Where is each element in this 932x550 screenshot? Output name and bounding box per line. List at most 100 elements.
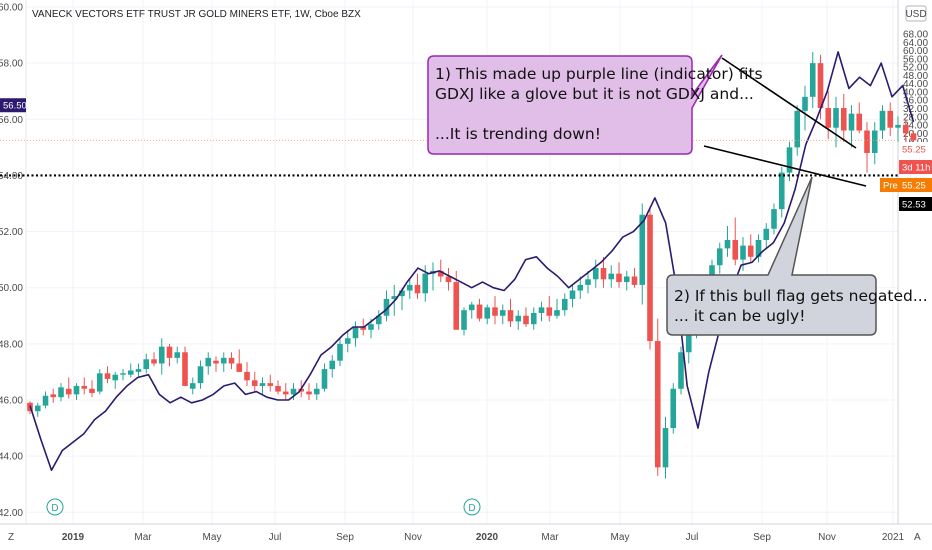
candle [585,270,591,294]
timezone-icon[interactable]: Z [8,532,14,543]
candle [244,362,250,386]
candle [523,307,529,327]
candle-body [112,374,119,381]
left-tick-label: 48.00 [0,339,23,350]
candle [96,369,103,395]
candle-body [856,113,863,131]
left-price-axis: 42.00 44.00 46.00 48.00 50.00 52.00 54.00 56.00… [0,0,27,524]
candle [639,203,646,305]
right-tick-label: 24.00 [903,121,928,132]
note-1-line: 1) This made up purple line (indicator) … [435,65,763,83]
candle-body [391,296,398,299]
candle [430,262,436,291]
candle [158,338,165,375]
candle-body [251,380,258,386]
candle [306,383,312,400]
level-price-badge-text: 52.53 [902,200,926,211]
candle [561,293,568,316]
right-tick-label: 44.00 [903,79,928,90]
candle-body [267,383,274,386]
grid [26,0,898,524]
candle [678,346,684,395]
candle-body [631,276,638,285]
candle-body [259,383,266,386]
candle [476,298,483,322]
right-price-axis[interactable]: 16.0020.0024.0028.0032.0036.0040.0044.00… [897,0,928,524]
candle-body [282,391,289,395]
candle-body [778,172,785,210]
candle [445,268,452,291]
candle-body [608,273,615,280]
time-axis[interactable]: 2019 Mar May Jul Sep Nov 2020 Mar May Jul Sep Nov 20… [0,523,932,543]
candle [716,242,723,274]
candle [848,105,855,148]
candle [251,371,258,392]
candle-body [895,124,901,128]
candle [197,360,204,389]
candle-body [879,110,886,131]
candle [73,383,80,400]
candle [809,51,816,109]
candle-body [50,394,57,398]
auto-scale-toggle[interactable]: A [914,532,921,543]
candle-body [538,307,545,313]
candle [143,353,150,374]
candle [321,363,328,392]
candle-body [321,369,328,389]
candle-body [887,110,894,128]
left-tick-label: 56.00 [0,115,23,126]
lower-flag-line [703,145,867,187]
candle [794,105,801,156]
candle-body [530,312,537,325]
candle-body [197,366,204,384]
candle [670,383,677,434]
candle [151,352,157,367]
candle-body [453,282,460,330]
candle [600,256,607,288]
candle [205,352,212,375]
candle-body [344,338,351,344]
candle-body [120,373,126,375]
candle [895,116,901,142]
candle-body [840,108,847,131]
candle [592,259,599,288]
right-tick-label: 40.00 [903,87,928,98]
candle [282,383,289,400]
currency-badge[interactable]: USD [905,5,927,22]
candle-body [546,307,553,316]
candle-body [825,108,832,128]
candle [771,203,777,235]
candle-body [802,96,808,111]
time-tick-label: Jul [686,532,699,543]
candle-body [151,359,157,364]
left-tick-label: 54.00 [0,171,23,182]
candle [499,304,506,325]
pre-badge: Pre [880,178,899,192]
time-tick-label: Sep [753,532,771,543]
candle [189,377,196,395]
candle-body [368,324,374,330]
candle [879,105,886,139]
candle-body [809,63,816,97]
candle-body [585,279,591,285]
annotation-note-2: 2) If this bull flag gets negated... ... … [666,176,928,336]
left-tick-label: 52.00 [0,227,23,238]
candle-body [554,310,560,316]
candle [50,388,57,403]
candle [166,343,173,367]
candle [546,296,553,322]
price-badges: 56.50 55.25 3d 11h Pre 55.25 52.53 [0,98,932,211]
candle-body [747,245,754,257]
candle-body [461,310,467,330]
candle [89,380,95,398]
annotation-note-1: 1) This made up purple line (indicator) … [427,54,763,155]
candle [864,122,870,173]
candle-body [647,214,653,342]
candle [647,206,653,350]
candle-body [174,352,181,358]
left-price-badge-text: 56.50 [3,101,27,112]
candle-body [306,391,312,395]
dividend-label: D [51,503,58,514]
right-tick-label: 36.00 [903,96,928,107]
